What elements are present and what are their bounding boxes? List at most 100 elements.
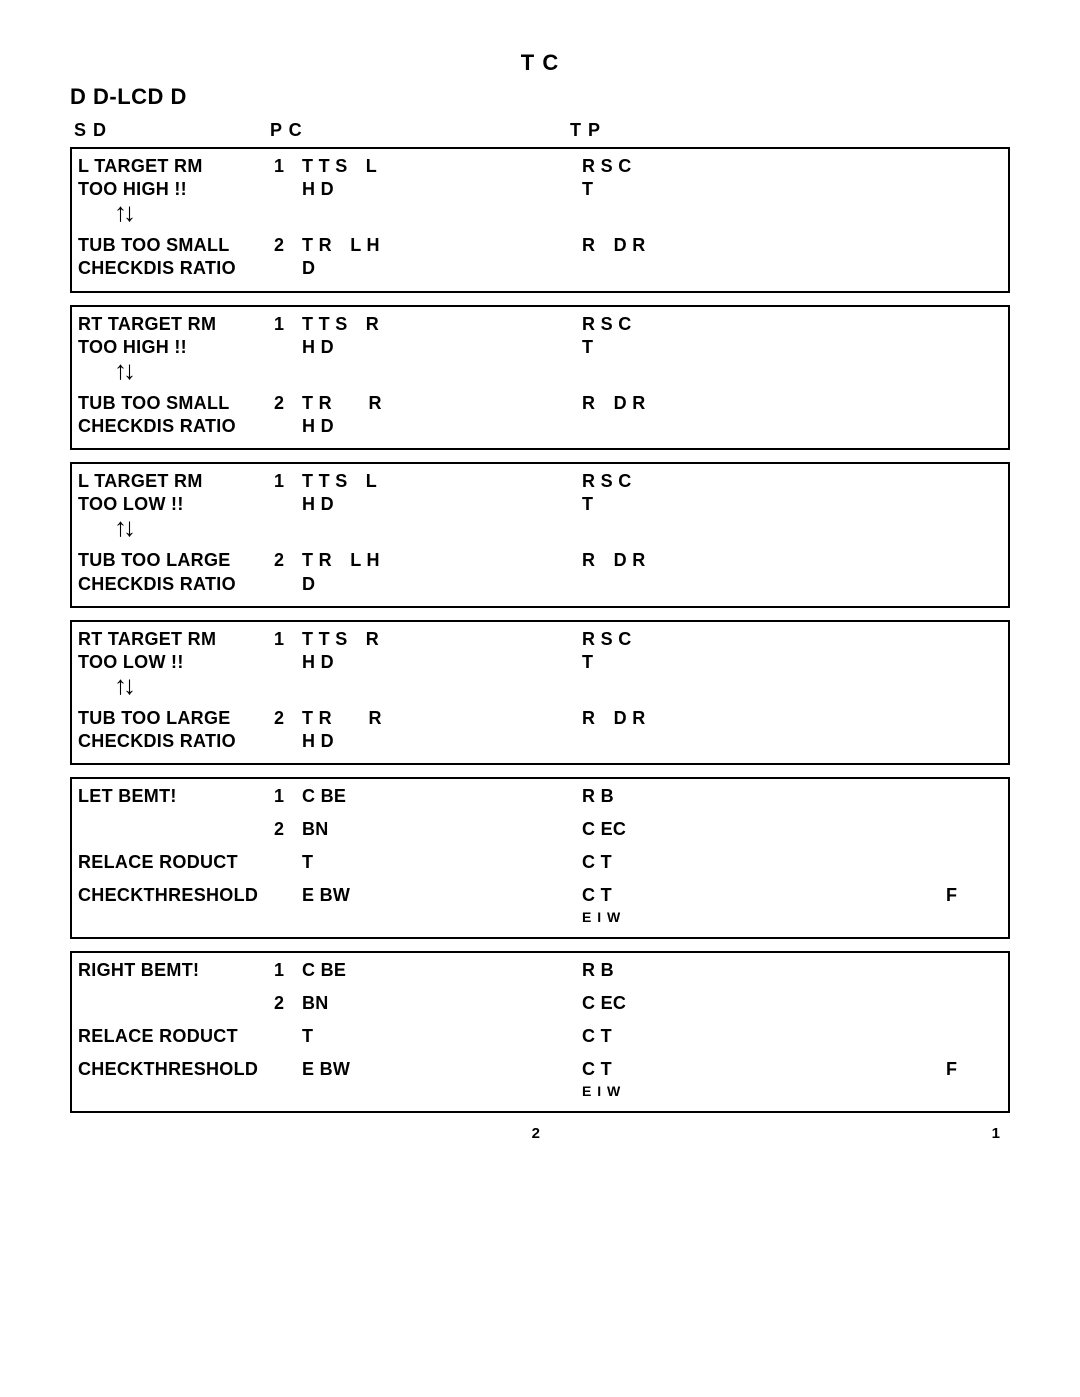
table-row: 2BNC EC <box>74 818 1006 841</box>
cell-num: 1 <box>274 959 302 982</box>
cell-test <box>582 573 1006 596</box>
table-row: TOO HIGH !!H DT <box>74 336 1006 359</box>
page-title-left: D D-LCD D <box>70 84 1010 110</box>
cell-cause: H D <box>302 415 582 438</box>
cell-cause: T <box>302 851 582 874</box>
header-pc: P C <box>270 120 570 141</box>
page-footer: 2 1 <box>70 1125 1010 1142</box>
table-row: TUB TOO LARGE2T R L HR D R <box>74 549 1006 572</box>
cell-num <box>274 651 302 674</box>
cell-num: 2 <box>274 818 302 841</box>
table-row: 2BNC EC <box>74 992 1006 1015</box>
cell-flag <box>946 818 1006 841</box>
diagnostic-block: RT TARGET RM1T T S RR S CTOO HIGH !!H DT… <box>70 305 1010 451</box>
cell-num <box>274 1025 302 1048</box>
cell-num <box>274 415 302 438</box>
table-row: RT TARGET RM1T T S RR S C <box>74 313 1006 336</box>
updown-arrows-icon: ↑↓ <box>74 516 274 539</box>
cell-symptom: TUB TOO SMALL <box>74 392 274 415</box>
cell-symptom: TUB TOO SMALL <box>74 234 274 257</box>
cell-symptom: TUB TOO LARGE <box>74 549 274 572</box>
cell-sub: E I W <box>582 909 946 927</box>
cell-cause: T R L H <box>302 234 582 257</box>
spacer <box>74 874 1006 884</box>
cell-test: R B <box>582 785 946 808</box>
spacer <box>74 808 1006 818</box>
updown-arrows-icon: ↑↓ <box>74 674 274 697</box>
cell-symptom: L TARGET RM <box>74 470 274 493</box>
cell-test: T <box>582 493 1006 516</box>
cell-symptom: TUB TOO LARGE <box>74 707 274 730</box>
table-row: CHECKDIS RATIOH D <box>74 730 1006 753</box>
cell-num <box>274 851 302 874</box>
cell-test: T <box>582 336 1006 359</box>
table-row: CHECKDIS RATIO H D <box>74 415 1006 438</box>
cell-symptom: RIGHT BEMT! <box>74 959 274 982</box>
cell-symptom: CHECKDIS RATIO <box>74 415 274 438</box>
cell-symptom: LET BEMT! <box>74 785 274 808</box>
cell-test: R D R <box>582 707 1006 730</box>
cell-symptom: CHECKDIS RATIO <box>74 573 274 596</box>
diagnostic-block: RIGHT BEMT!1C BER B2BNC ECRELACE RODUCTT… <box>70 951 1010 1113</box>
spacer <box>74 841 1006 851</box>
cell-symptom: TOO HIGH !! <box>74 178 274 201</box>
cell-num: 1 <box>274 155 302 178</box>
cell-cause: H D <box>302 493 582 516</box>
cell-cause: T R L H <box>302 549 582 572</box>
table-row: CHECKDIS RATIOD <box>74 257 1006 280</box>
cell-flag <box>946 992 1006 1015</box>
cell-num <box>274 1058 302 1081</box>
updown-arrows-icon: ↑↓ <box>74 201 274 224</box>
cell-cause: C BE <box>302 785 582 808</box>
cell-symptom: CHECKTHRESHOLD <box>74 1058 274 1081</box>
cell-test: R D R <box>582 549 1006 572</box>
cell-cause: H D <box>302 651 582 674</box>
table-row: TOO HIGH !!H DT <box>74 178 1006 201</box>
cell-test: R D R <box>582 392 1006 415</box>
cell-num <box>274 493 302 516</box>
table-row-sub: E I W <box>74 1081 1006 1101</box>
table-row: RELACE RODUCT TC T <box>74 851 1006 874</box>
cell-num <box>274 730 302 753</box>
cell-symptom: CHECKTHRESHOLD <box>74 884 274 907</box>
cell-symptom: RT TARGET RM <box>74 313 274 336</box>
spacer <box>74 1015 1006 1025</box>
cell-num <box>274 336 302 359</box>
table-row: LET BEMT!1C BER B <box>74 785 1006 808</box>
cell-test: C EC <box>582 818 946 841</box>
header-sd: S D <box>70 120 270 141</box>
table-row: CHECKTHRESHOLDE BWC TF <box>74 1058 1006 1081</box>
footer-right: 1 <box>992 1125 1000 1142</box>
cell-cause: T T S L <box>302 470 582 493</box>
blocks-container: L TARGET RM1T T S LR S CTOO HIGH !!H DT↑… <box>70 147 1010 1113</box>
cell-cause: H D <box>302 336 582 359</box>
cell-num <box>274 884 302 907</box>
cell-flag <box>946 1025 1006 1048</box>
cell-num <box>274 178 302 201</box>
cell-test: R S C <box>582 470 1006 493</box>
cell-symptom: CHECKDIS RATIO <box>74 730 274 753</box>
diagnostic-block: LET BEMT!1C BER B2BNC ECRELACE RODUCTTC … <box>70 777 1010 939</box>
table-row: RIGHT BEMT!1C BER B <box>74 959 1006 982</box>
cell-cause: T T S R <box>302 628 582 651</box>
cell-test: R B <box>582 959 946 982</box>
table-row: L TARGET RM1T T S LR S C <box>74 470 1006 493</box>
cell-test: C T <box>582 851 946 874</box>
table-row: TOO LOW !!H DT <box>74 493 1006 516</box>
cell-test: C T <box>582 884 946 907</box>
diagnostic-block: L TARGET RM1T T S LR S CTOO LOW !!H DT↑↓… <box>70 462 1010 608</box>
diagnostic-block: L TARGET RM1T T S LR S CTOO HIGH !!H DT↑… <box>70 147 1010 293</box>
cell-cause: D <box>302 257 582 280</box>
cell-flag: F <box>946 884 1006 907</box>
cell-symptom: RELACE RODUCT <box>74 851 274 874</box>
cell-test: C T <box>582 1058 946 1081</box>
cell-test: R D R <box>582 234 1006 257</box>
cell-cause: C BE <box>302 959 582 982</box>
table-row: TOO LOW !!H DT <box>74 651 1006 674</box>
cell-cause: T T S R <box>302 313 582 336</box>
column-headers: S D P C T P <box>70 120 1010 141</box>
cell-flag: F <box>946 1058 1006 1081</box>
cell-test: R S C <box>582 155 1006 178</box>
cell-flag <box>946 959 1006 982</box>
cell-cause: T R R <box>302 392 582 415</box>
